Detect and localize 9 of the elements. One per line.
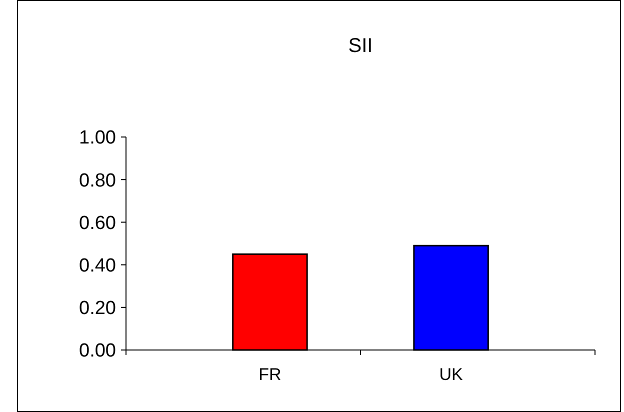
chart-title: SII xyxy=(348,35,373,57)
y-tick-label: 0.60 xyxy=(79,212,116,234)
x-tick-label: UK xyxy=(439,365,464,384)
y-tick-label: 0.80 xyxy=(79,170,116,192)
y-tick-label: 0.40 xyxy=(79,255,116,276)
x-tick-label: FR xyxy=(258,365,282,384)
y-tick-label: 0.00 xyxy=(79,340,116,362)
y-tick-label: 1.00 xyxy=(79,128,116,149)
y-tick-label: 0.20 xyxy=(79,298,116,320)
